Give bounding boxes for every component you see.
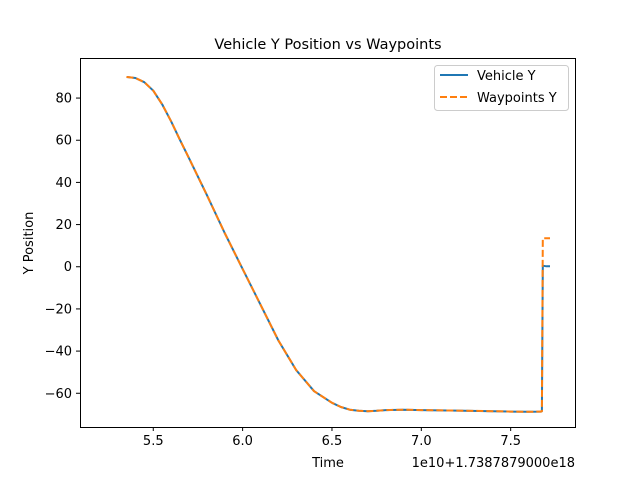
plot-area-frame bbox=[80, 58, 576, 428]
chart-title: Vehicle Y Position vs Waypoints bbox=[214, 37, 441, 53]
y-tick-label: 80 bbox=[55, 92, 72, 107]
x-tick-label: 5.5 bbox=[143, 434, 164, 449]
x-tick-label: 6.5 bbox=[322, 434, 343, 449]
y-tick-label: 60 bbox=[55, 134, 72, 149]
y-tick-label: −40 bbox=[45, 345, 72, 360]
x-tick-label: 7.0 bbox=[411, 434, 432, 449]
y-tick-label: 0 bbox=[64, 260, 72, 275]
legend: Vehicle Y Waypoints Y bbox=[434, 65, 569, 111]
y-tick-label: −20 bbox=[45, 302, 72, 317]
y-tick-label: 40 bbox=[55, 176, 72, 191]
y-tick-label: 20 bbox=[55, 218, 72, 233]
x-offset-text: 1e10+1.7387879000e18 bbox=[412, 456, 575, 471]
legend-label-vehicle-y: Vehicle Y bbox=[477, 69, 536, 84]
x-axis-label: Time bbox=[311, 456, 344, 471]
x-tick-label: 6.0 bbox=[232, 434, 253, 449]
legend-box bbox=[434, 65, 569, 111]
series-line-waypoints-y bbox=[126, 76, 550, 413]
x-tick-label: 7.5 bbox=[500, 434, 521, 449]
series-layer bbox=[126, 76, 550, 413]
legend-label-waypoints-y: Waypoints Y bbox=[477, 91, 557, 106]
y-ticks: −60 −40 −20 0 20 40 60 80 bbox=[45, 92, 80, 402]
y-tick-label: −60 bbox=[45, 387, 72, 402]
x-ticks: 5.5 6.0 6.5 7.0 7.5 bbox=[143, 427, 521, 449]
y-axis-label: Y Position bbox=[22, 212, 37, 276]
